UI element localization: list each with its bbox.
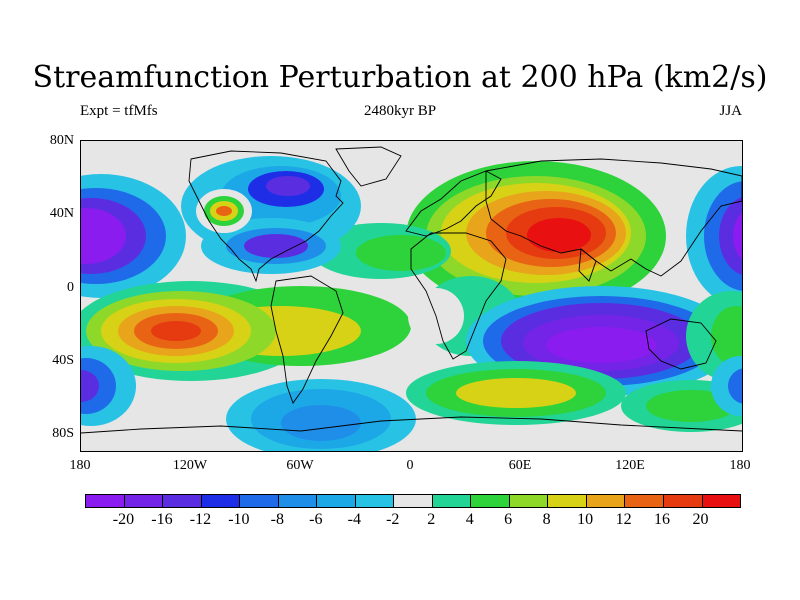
colorbar-label: -20 [112,511,135,528]
x-tick-120e: 120E [615,458,645,473]
map-title: Streamfunction Perturbation at 200 hPa (… [32,60,768,95]
north-america-negative-anomaly [181,156,361,274]
colorbar-swatch [625,495,664,507]
x-tick-180-west: 180 [69,458,91,473]
south-pacific-positive-anomaly [81,281,411,381]
colorbar-swatch [355,495,395,507]
colorbar-swatch [548,495,587,507]
southwest-pacific-positive [686,291,742,381]
colorbar-label: -2 [386,511,400,528]
colorbar-swatch [201,495,241,507]
colorbar-label: 20 [692,511,709,528]
north-pacific-negative-anomaly-east [686,166,742,306]
north-pacific-negative-anomaly-west [81,174,186,298]
colorbar-swatch [663,495,703,507]
y-tick-40s: 40S [52,353,74,368]
colorbar-label: -8 [270,511,284,528]
colorbar-swatch [278,495,318,507]
coastlines [81,146,742,434]
colorbar-swatch [586,495,626,507]
north-atlantic-band [311,223,451,279]
x-tick-60e: 60E [508,458,532,473]
colorbar-swatch [394,495,433,507]
colorbar-swatch [509,495,549,507]
streamfunction-map [80,140,743,452]
colorbar-swatch [471,495,510,507]
x-tick-120w: 120W [172,458,208,473]
y-tick-80n: 80N [49,133,74,148]
colorbar-label: 2 [427,511,436,528]
southern-ocean-positive-band [406,361,742,432]
eurasia-positive-anomaly [406,161,666,311]
colorbar-label: -16 [151,511,173,528]
colorbar-label: 6 [504,511,513,528]
colorbar-label: 12 [615,511,632,528]
colorbar-label: -6 [309,511,323,528]
colorbar-swatch [86,495,125,507]
x-tick-0: 0 [406,458,414,473]
colorbar-label: 10 [577,511,594,528]
experiment-label: Expt = tfMfs [80,103,158,119]
colorbar-label: -4 [347,511,361,528]
colorbar-label: 8 [542,511,551,528]
colorbar-label: -10 [228,511,250,528]
season-label: JJA [719,103,742,119]
south-pacific-negative-cell [81,346,742,451]
y-tick-0: 0 [67,280,74,295]
y-tick-80s: 80S [52,426,74,441]
colorbar-swatch [702,495,741,507]
colorbar-swatch [432,495,472,507]
x-tick-60w: 60W [286,458,314,473]
colorbar-swatch [124,495,164,507]
colorbar-label: -12 [189,511,212,528]
colorbar-swatch [163,495,202,507]
time-label: 2480kyr BP [363,103,437,119]
colorbar-swatch [240,495,279,507]
colorbar [85,494,741,508]
colorbar-label: 4 [465,511,474,528]
y-tick-40n: 40N [49,206,74,221]
colorbar-swatch [317,495,356,507]
colorbar-label: 16 [654,511,671,528]
x-tick-180-east: 180 [729,458,751,473]
